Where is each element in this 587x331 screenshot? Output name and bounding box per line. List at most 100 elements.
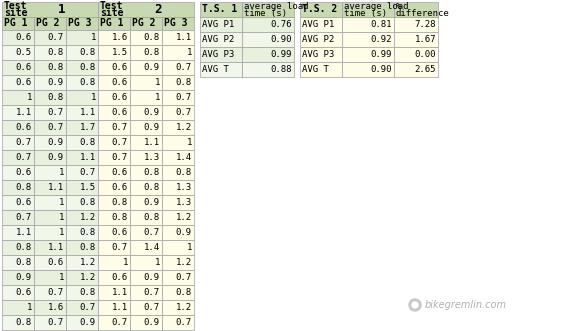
Bar: [34, 90, 66, 105]
Bar: [2, 195, 34, 210]
Bar: [200, 62, 242, 77]
Bar: [98, 270, 130, 285]
Text: 0.9: 0.9: [144, 108, 160, 117]
Text: 1.1: 1.1: [48, 183, 64, 192]
Bar: [98, 165, 130, 180]
Text: 0.7: 0.7: [48, 33, 64, 42]
Text: 1: 1: [90, 33, 96, 42]
Bar: [162, 180, 194, 195]
Text: average load: average load: [244, 2, 309, 11]
Text: 1: 1: [187, 243, 192, 252]
Text: 0.8: 0.8: [80, 228, 96, 237]
Text: 0.6: 0.6: [112, 183, 128, 192]
Bar: [300, 17, 342, 32]
Text: 0.8: 0.8: [80, 78, 96, 87]
Text: 1: 1: [187, 48, 192, 57]
Bar: [2, 75, 34, 90]
Text: 0.7: 0.7: [176, 93, 192, 102]
Bar: [66, 315, 98, 330]
Text: 0.90: 0.90: [370, 65, 392, 74]
Text: 1: 1: [59, 228, 64, 237]
Text: 0.8: 0.8: [176, 168, 192, 177]
Text: 1.1: 1.1: [48, 243, 64, 252]
Bar: [2, 2, 98, 17]
Bar: [342, 47, 394, 62]
Bar: [98, 105, 130, 120]
Bar: [2, 180, 34, 195]
Text: 0.9: 0.9: [144, 198, 160, 207]
Bar: [300, 2, 342, 17]
Bar: [66, 17, 98, 30]
Bar: [200, 47, 242, 62]
Text: AVG T: AVG T: [202, 65, 229, 74]
Bar: [98, 180, 130, 195]
Bar: [200, 2, 242, 17]
Text: 0.8: 0.8: [144, 213, 160, 222]
Text: 1: 1: [154, 93, 160, 102]
Text: 0.7: 0.7: [48, 108, 64, 117]
Bar: [242, 17, 294, 32]
Bar: [66, 240, 98, 255]
Bar: [300, 62, 342, 77]
Text: 1: 1: [59, 273, 64, 282]
Text: 1: 1: [123, 258, 128, 267]
Text: 1.2: 1.2: [80, 258, 96, 267]
Bar: [34, 315, 66, 330]
Bar: [130, 315, 162, 330]
Bar: [394, 17, 438, 32]
Text: 0.7: 0.7: [112, 123, 128, 132]
Bar: [162, 285, 194, 300]
Bar: [242, 62, 294, 77]
Bar: [98, 30, 130, 45]
Bar: [2, 225, 34, 240]
Text: AVG P2: AVG P2: [202, 35, 234, 44]
Text: AVG T: AVG T: [302, 65, 329, 74]
Bar: [66, 225, 98, 240]
Bar: [98, 2, 194, 17]
Text: 0.7: 0.7: [112, 153, 128, 162]
Text: site: site: [4, 8, 28, 18]
Text: 0.99: 0.99: [271, 50, 292, 59]
Text: AVG P1: AVG P1: [202, 20, 234, 29]
Bar: [98, 120, 130, 135]
Text: PG 1: PG 1: [100, 19, 123, 28]
Text: 1.3: 1.3: [176, 198, 192, 207]
Bar: [2, 210, 34, 225]
Text: 1: 1: [187, 138, 192, 147]
Bar: [130, 105, 162, 120]
Bar: [34, 240, 66, 255]
Bar: [162, 240, 194, 255]
Bar: [162, 135, 194, 150]
Bar: [66, 120, 98, 135]
Text: 1.2: 1.2: [176, 213, 192, 222]
Text: 0.6: 0.6: [16, 198, 32, 207]
Text: 0.8: 0.8: [16, 183, 32, 192]
Text: 0.8: 0.8: [112, 198, 128, 207]
Text: PG 1: PG 1: [4, 19, 28, 28]
Bar: [2, 300, 34, 315]
Text: 1: 1: [59, 198, 64, 207]
Text: 0.9: 0.9: [144, 273, 160, 282]
Text: 2: 2: [154, 3, 161, 16]
Text: 1.6: 1.6: [48, 303, 64, 312]
Bar: [34, 120, 66, 135]
Bar: [162, 165, 194, 180]
Text: 0.00: 0.00: [414, 50, 436, 59]
Bar: [2, 90, 34, 105]
Text: T.S. 1: T.S. 1: [202, 5, 237, 15]
Bar: [300, 32, 342, 47]
Text: 1: 1: [26, 303, 32, 312]
Text: PG 3: PG 3: [68, 19, 92, 28]
Bar: [98, 285, 130, 300]
Text: 1.1: 1.1: [176, 33, 192, 42]
Bar: [98, 210, 130, 225]
Text: 0.6: 0.6: [112, 63, 128, 72]
Text: PG 3: PG 3: [164, 19, 187, 28]
Text: difference: difference: [396, 9, 450, 18]
Bar: [2, 285, 34, 300]
Bar: [342, 62, 394, 77]
Bar: [66, 300, 98, 315]
Text: 0.7: 0.7: [176, 273, 192, 282]
Text: 1.4: 1.4: [176, 153, 192, 162]
Text: 0.8: 0.8: [144, 48, 160, 57]
